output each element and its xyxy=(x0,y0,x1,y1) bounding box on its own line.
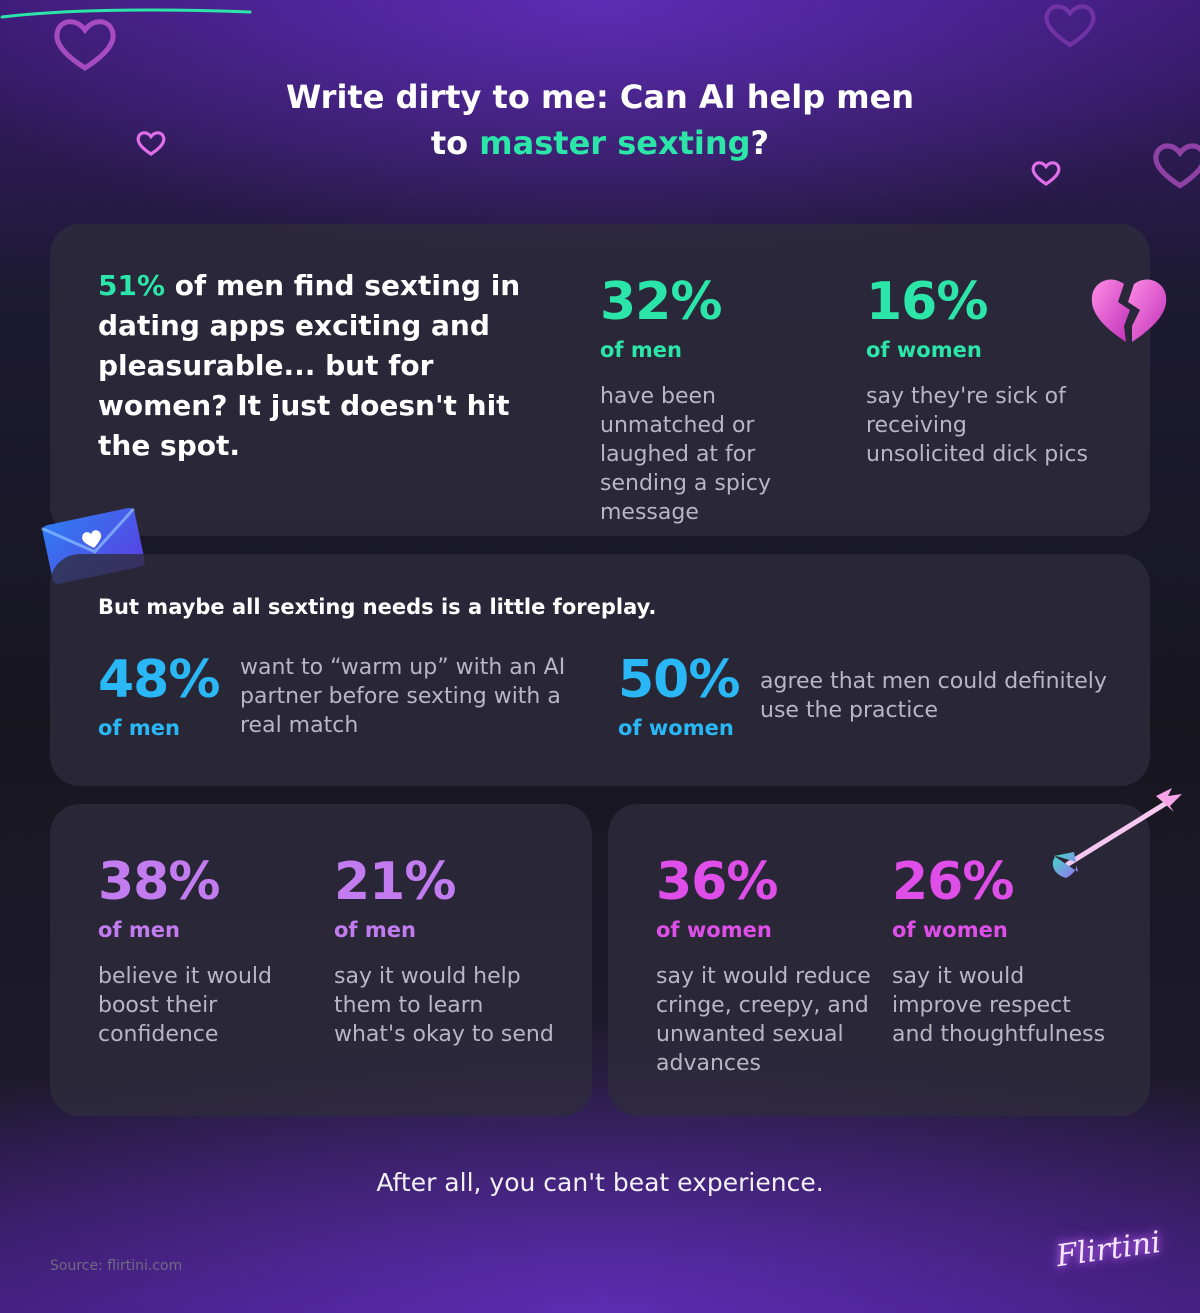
heart-outline-icon xyxy=(1153,143,1200,189)
stat-block: 32% of men have been unmatched or laughe… xyxy=(600,272,845,527)
heart-outline-icon xyxy=(136,131,166,156)
title-line-1: Write dirty to me: Can AI help men xyxy=(285,78,915,116)
page-title: Write dirty to me: Can AI help men to ma… xyxy=(0,74,1200,166)
title-underline xyxy=(0,8,252,19)
stat-group: of men xyxy=(334,918,416,942)
stat-group: of women xyxy=(892,918,1008,942)
brand-logo: Flirtini xyxy=(1054,1224,1163,1275)
stat-group: of men xyxy=(98,716,180,740)
men-benefits-card xyxy=(50,804,592,1116)
intro-card xyxy=(50,224,1150,536)
stat-block: 50% of women xyxy=(618,650,740,742)
stat-block: 48% of men xyxy=(98,650,220,742)
stat-block: 21% of men say it would help them to lea… xyxy=(334,852,554,1049)
title-line-2: to master sexting? xyxy=(0,120,1200,166)
section-heading: But maybe all sexting needs is a little … xyxy=(98,595,657,619)
heart-outline-icon xyxy=(1044,4,1096,48)
broken-heart-icon xyxy=(1091,279,1167,342)
stat-description: say they're sick of receiving unsolicite… xyxy=(866,384,1088,467)
intro-body: of men find sexting in dating apps excit… xyxy=(98,269,521,462)
stat-block: 36% of women say it would reduce cringe,… xyxy=(656,852,876,1078)
closing-text: After all, you can't beat experience. xyxy=(376,1168,824,1197)
stat-value: 21% xyxy=(334,852,456,912)
intro-text: 51% of men find sexting in dating apps e… xyxy=(98,266,538,466)
foreplay-card xyxy=(50,554,1150,786)
stat-block: 38% of men believe it would boost their … xyxy=(98,852,313,1049)
stat-description: say it would reduce cringe, creepy, and … xyxy=(656,964,871,1076)
title-highlight: master sexting xyxy=(479,124,751,162)
source-credit: Source: flirtini.com xyxy=(50,1258,183,1274)
stat-description: believe it would boost their confidence xyxy=(98,964,273,1047)
title-suffix: ? xyxy=(750,124,770,162)
stat-group: of women xyxy=(656,918,772,942)
stat-block: 26% of women say it would improve respec… xyxy=(892,852,1117,1049)
intro-percent: 51% xyxy=(98,269,166,302)
title-prefix: to xyxy=(430,124,480,162)
stat-description: say it would help them to learn what's o… xyxy=(334,964,554,1047)
stat-block: 16% of women say they're sick of receivi… xyxy=(866,272,1091,469)
stat-value: 38% xyxy=(98,852,220,912)
heart-outline-icon xyxy=(1031,161,1061,186)
stat-value: 26% xyxy=(892,852,1014,912)
stat-description: want to “warm up” with an AI partner bef… xyxy=(240,655,566,738)
stat-value: 50% xyxy=(618,650,740,710)
stat-value: 36% xyxy=(656,852,778,912)
stat-description: have been unmatched or laughed at for se… xyxy=(600,384,772,525)
stat-group: of women xyxy=(618,716,734,740)
cupid-arrow-icon xyxy=(1052,788,1182,878)
stat-value: 16% xyxy=(866,272,988,332)
stat-value: 48% xyxy=(98,650,220,710)
stat-description: say it would improve respect and thought… xyxy=(892,964,1106,1047)
stat-group: of men xyxy=(600,338,682,362)
heart-outline-icon xyxy=(54,19,116,71)
stat-group: of women xyxy=(866,338,982,362)
stat-group: of men xyxy=(98,918,180,942)
stat-description: agree that men could definitely use the … xyxy=(760,669,1107,723)
stat-value: 32% xyxy=(600,272,722,332)
